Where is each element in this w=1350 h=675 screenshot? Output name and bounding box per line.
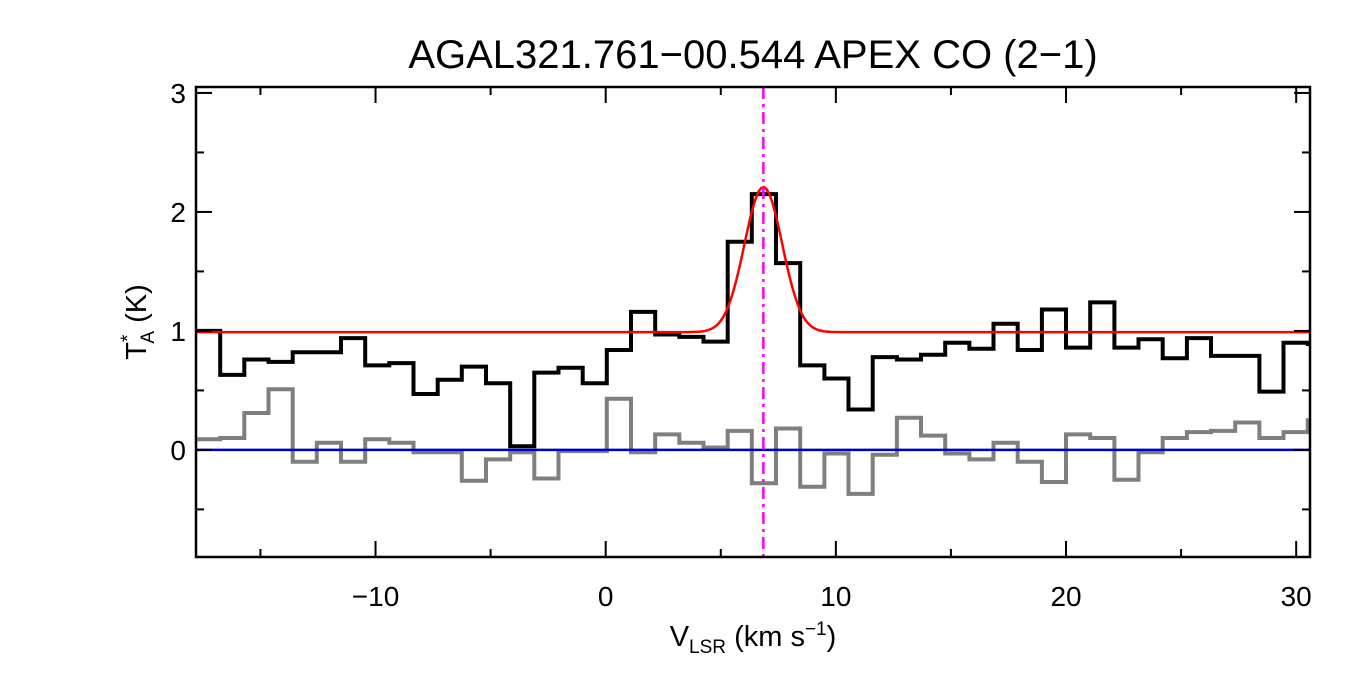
y-axis-label-sub: A [138,331,159,344]
y-axis-label-main: T [121,342,153,360]
chart-title: AGAL321.761−00.544 APEX CO (2−1) [408,33,1097,77]
y-axis-label-sup: * [118,334,139,342]
x-axis-label-unit-post: ) [827,621,837,653]
ticks [196,87,1310,557]
x-axis-label-unit-pre: (km s [726,621,805,653]
tick-labels: −10 0 10 20 30 0 1 2 3 [170,78,1311,612]
y-tick-label: 1 [170,316,186,347]
x-tick-label: 0 [598,581,614,612]
y-tick-label: 2 [170,197,186,228]
gaussian-fit-line [196,185,1310,334]
x-tick-label: 10 [820,581,851,612]
x-tick-label: 30 [1281,581,1312,612]
reference-lines [196,87,1310,557]
x-axis-label-sup: −1 [805,619,827,640]
y-tick-label: 3 [170,78,186,109]
series-1-line [196,387,1310,496]
y-tick-label: 0 [170,435,186,466]
x-tick-label: 20 [1050,581,1081,612]
x-axis-label-main: V [670,621,690,653]
x-axis-label-sub: LSR [689,637,726,658]
y-axis-label: T*A (K) [118,284,159,360]
x-tick-label: −10 [352,581,400,612]
y-axis-label-unit: (K) [121,284,153,331]
plot-frame [194,85,1312,559]
x-axis-label: VLSR (km s−1) [670,619,837,658]
